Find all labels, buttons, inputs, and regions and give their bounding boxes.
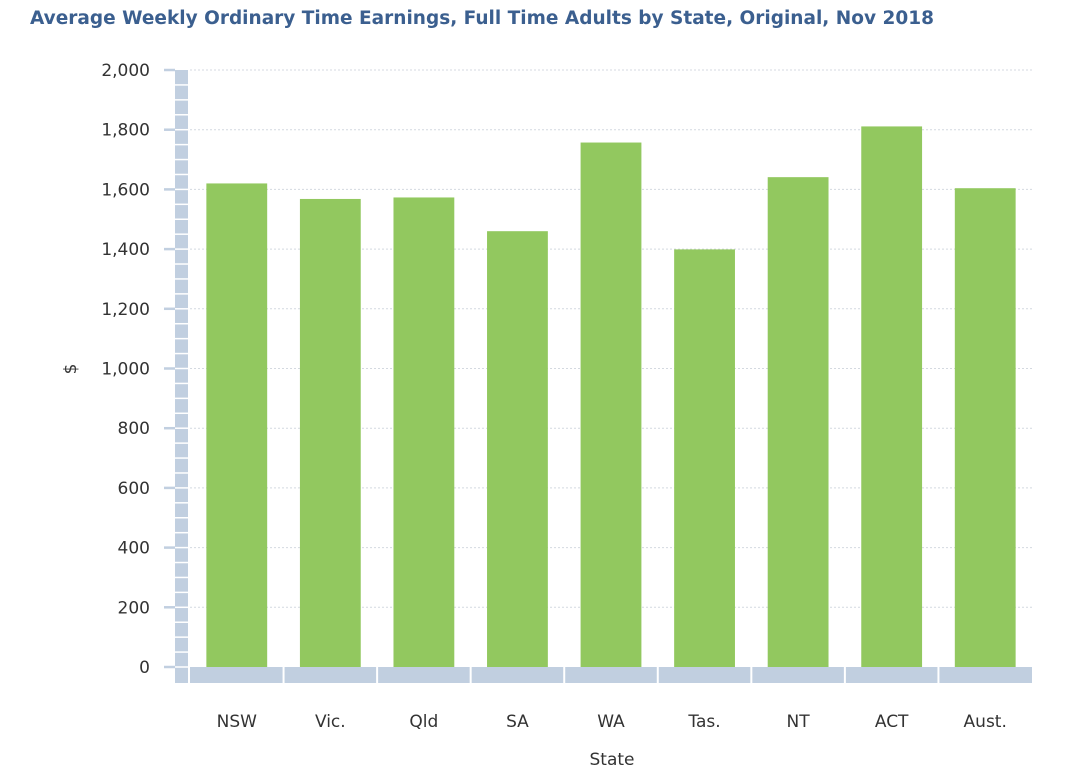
y-tick-labels: 0 200 400 600 800 1,000 1,200 1,400 1,600 1,800 2,… <box>101 61 150 678</box>
y-axis-label: $ <box>61 364 81 375</box>
axes <box>164 68 1032 683</box>
y-tick-label: 1,600 <box>101 180 150 200</box>
bar-aust <box>954 188 1016 667</box>
y-tick-label: 800 <box>118 419 150 439</box>
x-tick-label: Qld <box>409 712 438 732</box>
x-tick-label: Aust. <box>964 712 1007 732</box>
bar-qld <box>393 197 455 667</box>
y-tick-label: 1,800 <box>101 121 150 141</box>
y-axis <box>175 70 188 683</box>
y-tick-label: 1,400 <box>101 240 150 260</box>
bar-nt <box>767 177 829 667</box>
x-tick-label: NSW <box>217 712 258 732</box>
bar-act <box>861 126 923 667</box>
y-tick-label: 1,000 <box>101 360 150 380</box>
x-tick-label: SA <box>506 712 529 732</box>
x-tick-labels: NSW Vic. Qld SA WA Tas. NT ACT Aust. <box>217 712 1007 732</box>
y-tick-label: 400 <box>118 539 150 559</box>
x-tick-label: NT <box>787 712 811 732</box>
bar-sa <box>487 231 548 667</box>
x-tick-label: Tas. <box>687 712 720 732</box>
y-tick-label: 0 <box>139 658 150 678</box>
x-tick-label: WA <box>597 712 625 732</box>
x-tick-label: ACT <box>875 712 909 732</box>
chart-title: Average Weekly Ordinary Time Earnings, F… <box>30 8 934 29</box>
y-tick-label: 200 <box>118 598 150 618</box>
x-axis <box>190 667 1032 683</box>
y-tick-label: 2,000 <box>101 61 150 81</box>
x-axis-label: State <box>590 750 635 770</box>
bar-vic <box>299 198 361 667</box>
y-tick-label: 1,200 <box>101 300 150 320</box>
bar-wa <box>580 142 642 667</box>
bars <box>206 126 1016 667</box>
x-tick-label: Vic. <box>315 712 346 732</box>
bar-tas <box>674 249 735 667</box>
bar-nsw <box>206 183 268 667</box>
y-tick-label: 600 <box>118 479 150 499</box>
